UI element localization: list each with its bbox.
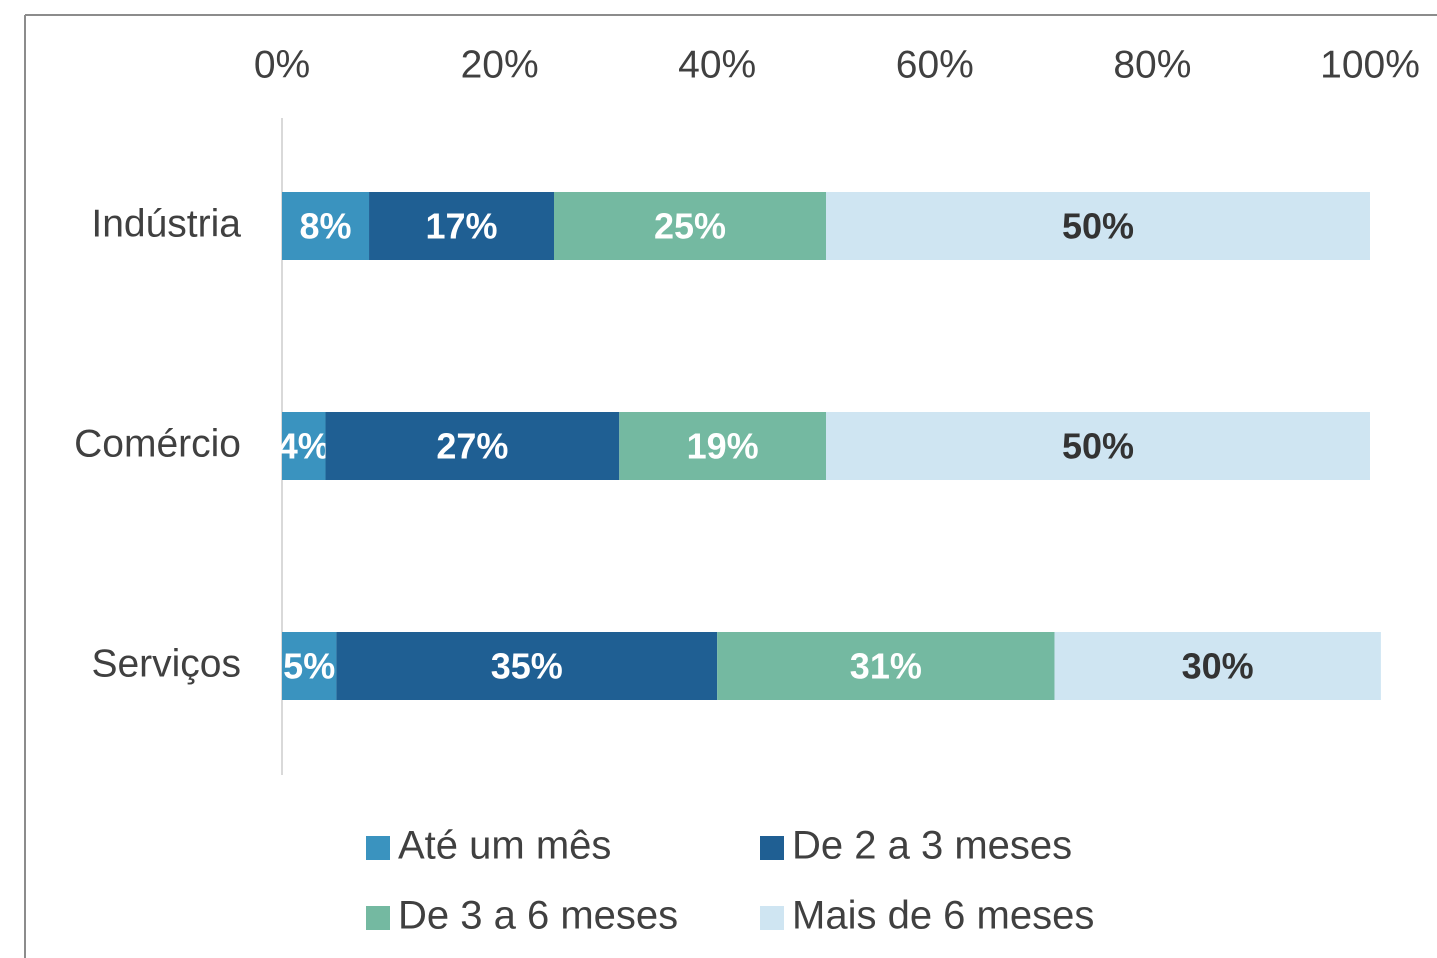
bar-segment <box>826 412 1370 480</box>
bar-segment <box>369 192 554 260</box>
x-tick-label: 80% <box>1113 43 1191 86</box>
data-label: 35% <box>491 646 563 687</box>
legend-label: De 2 a 3 meses <box>792 824 1072 868</box>
data-label: 8% <box>300 206 352 247</box>
legend-swatch <box>760 906 784 930</box>
bar-segment <box>717 632 1055 700</box>
data-label: 5% <box>283 646 335 687</box>
data-label: 25% <box>654 206 726 247</box>
data-label: 19% <box>687 426 759 467</box>
data-label: 17% <box>425 206 497 247</box>
bar-segment <box>554 192 826 260</box>
y-tick-label: Indústria <box>91 202 241 245</box>
bar-segment <box>325 412 620 480</box>
x-tick-label: 60% <box>896 43 974 86</box>
y-tick-label: Serviços <box>91 642 241 685</box>
bar-segment <box>282 412 326 480</box>
legend-label: Até um mês <box>398 824 611 868</box>
bar-segment <box>336 632 718 700</box>
bar-segment <box>1054 632 1381 700</box>
data-label: 30% <box>1182 646 1254 687</box>
bar-segment <box>826 192 1370 260</box>
x-tick-label: 20% <box>461 43 539 86</box>
bar-segment <box>619 412 826 480</box>
x-tick-label: 0% <box>254 43 310 86</box>
bar-segment <box>282 192 370 260</box>
x-tick-label: 100% <box>1320 43 1420 86</box>
legend-swatch <box>760 836 784 860</box>
bar-segment <box>282 632 337 700</box>
data-label: 50% <box>1062 206 1134 247</box>
y-tick-label: Comércio <box>74 422 241 465</box>
legend-label: De 3 a 6 meses <box>398 894 678 938</box>
data-label: 31% <box>850 646 922 687</box>
data-label: 50% <box>1062 426 1134 467</box>
x-tick-label: 40% <box>678 43 756 86</box>
legend-swatch <box>366 906 390 930</box>
data-label: 27% <box>436 426 508 467</box>
legend-swatch <box>366 836 390 860</box>
legend-label: Mais de 6 meses <box>792 894 1094 938</box>
data-label: 4% <box>278 426 330 467</box>
